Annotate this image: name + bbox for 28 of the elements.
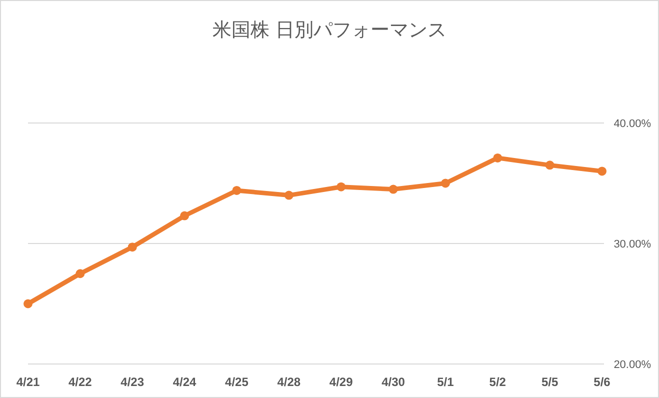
x-tick-label: 5/5: [541, 375, 558, 389]
x-tick-label: 5/6: [594, 375, 611, 389]
point: [493, 153, 502, 162]
point: [598, 166, 606, 176]
point: [336, 182, 346, 192]
x-tick-label: 4/23: [120, 375, 144, 389]
x-tick-label: 4/29: [329, 375, 354, 389]
point: [180, 211, 190, 220]
y-tick-label: 40.00%: [614, 118, 652, 130]
x-tick-label: 4/28: [277, 375, 301, 389]
x-tick-label: 4/22: [68, 375, 92, 389]
point: [24, 299, 32, 308]
y-tick-label: 20.00%: [614, 359, 652, 371]
x-tick-label: 4/24: [172, 375, 197, 389]
point: [284, 190, 294, 200]
point: [232, 186, 242, 195]
x-tick-label: 5/2: [489, 375, 506, 389]
y-tick-label: 30.00%: [614, 238, 652, 250]
point: [128, 242, 137, 252]
chart-title: 米国株 日別パフォーマンス: [212, 19, 447, 41]
x-tick-label: 5/1: [437, 375, 454, 389]
point: [545, 160, 554, 170]
point: [388, 184, 398, 194]
x-tick-label: 4/30: [382, 375, 406, 389]
x-tick-label: 4/25: [225, 375, 249, 389]
point: [76, 269, 85, 278]
point: [440, 178, 450, 188]
x-tick-label: 4/21: [16, 375, 40, 389]
